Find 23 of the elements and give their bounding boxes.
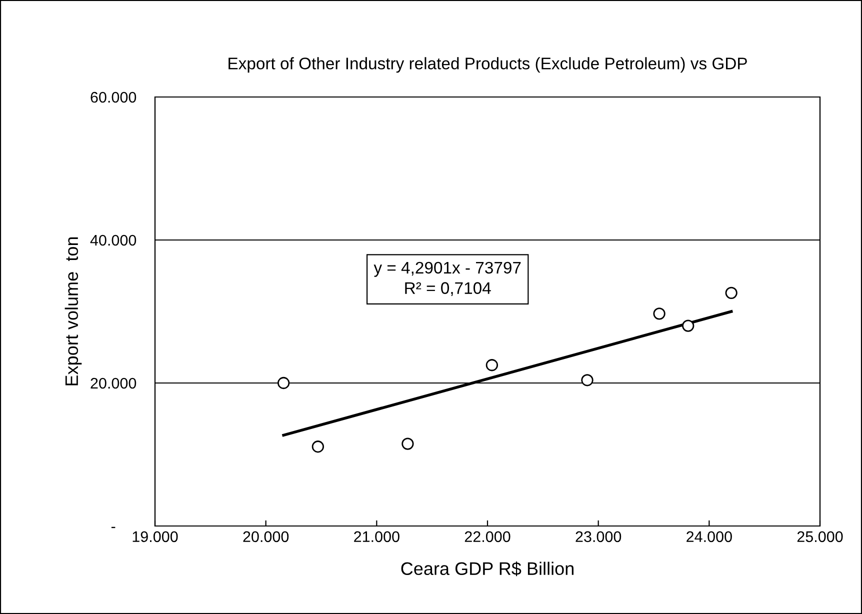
- annotation: y = 4,2901x - 73797 R² = 0,7104: [374, 262, 521, 296]
- point: [486, 359, 498, 372]
- x-tick-label: 24.000: [686, 531, 732, 542]
- y-axis-title: Export volume ton: [64, 237, 82, 386]
- x-tick-label: 23.000: [576, 531, 622, 542]
- point: [725, 286, 738, 299]
- point: [682, 320, 694, 332]
- point: [653, 308, 666, 320]
- y-tick-label: 40.000: [90, 234, 136, 246]
- x-tick-label: 20.000: [243, 531, 289, 542]
- x-tick-label: 22.000: [464, 531, 510, 542]
- point: [581, 374, 594, 386]
- y-tick-label: -: [111, 526, 116, 528]
- point: [312, 440, 324, 453]
- x-tick-label: 19.000: [132, 531, 178, 542]
- chart-title: Export of Other Industry related Products (Exclude Petroleum) vs GDP: [228, 57, 747, 73]
- x-tick-label: 25.000: [797, 531, 843, 542]
- y-tick-label: 60.000: [90, 92, 136, 103]
- x-axis-title: Ceara GDP R$ Billion: [401, 561, 574, 576]
- point: [277, 376, 290, 390]
- x-tick-label: 21.000: [354, 531, 400, 542]
- point: [402, 438, 414, 450]
- y-tick-label: 20.000: [90, 378, 136, 389]
